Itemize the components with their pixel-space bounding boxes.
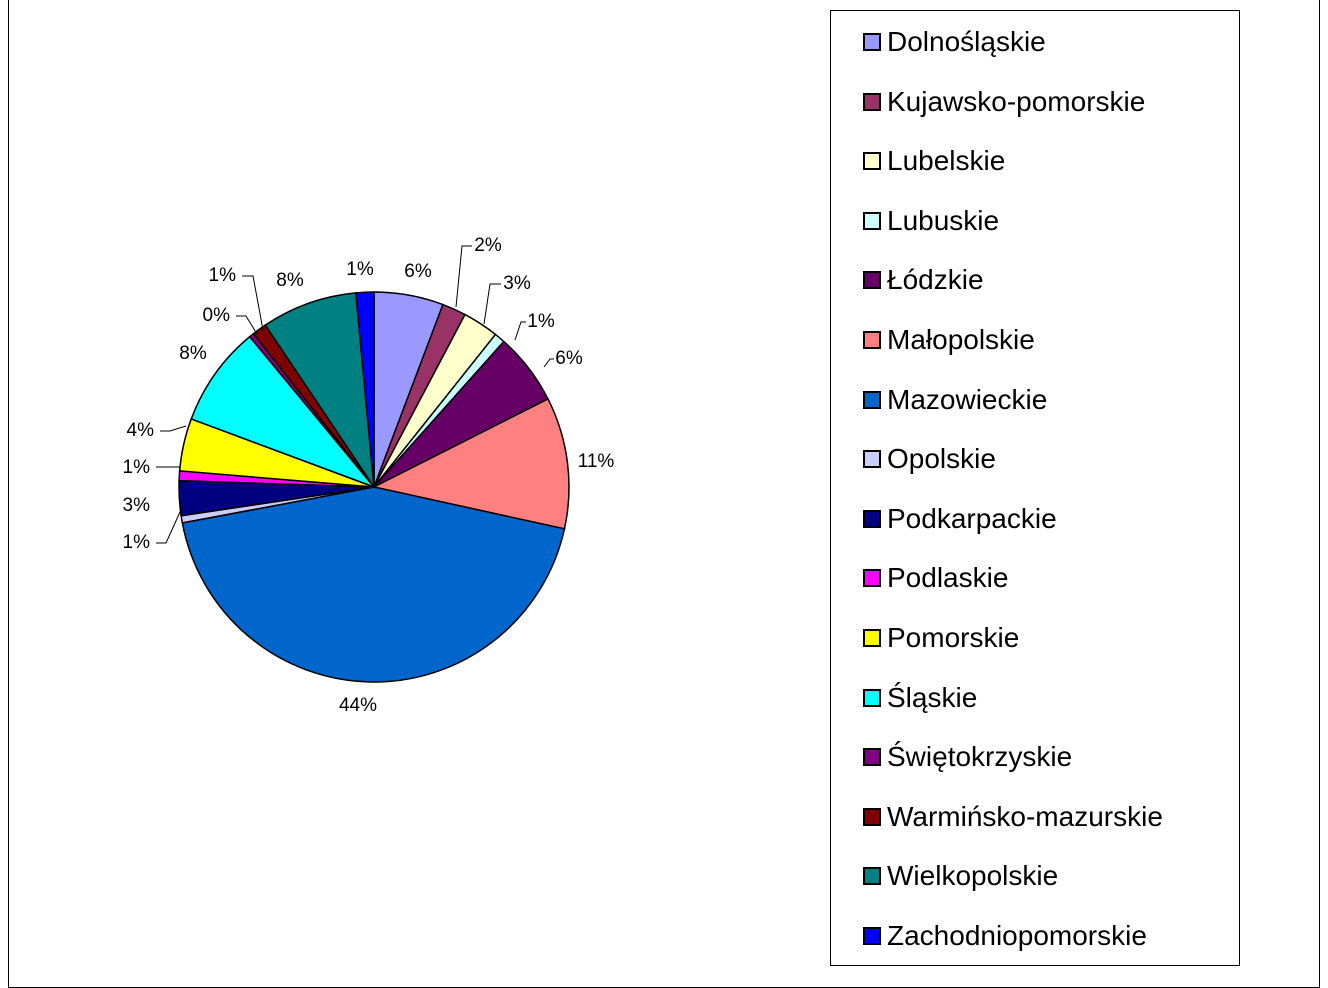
pie-slice-malopolskie xyxy=(371,397,570,530)
legend-item-lubelskie: Lubelskie xyxy=(863,146,1005,176)
percentage-labels: 6%2%3%1%6%11%44%1%3%1%4%8%0%1% 8%1% xyxy=(123,235,615,716)
leader-line-swietokrzyskie xyxy=(236,315,258,335)
leader-line-lubelskie xyxy=(483,283,501,325)
legend-item-malopolskie: Małopolskie xyxy=(863,325,1035,355)
legend-label: Zachodniopomorskie xyxy=(887,920,1147,951)
legend-swatch xyxy=(863,450,881,469)
legend-swatch xyxy=(863,867,881,886)
leader-line-opolskie xyxy=(156,511,181,544)
leader-line-warminsko-mazurskie xyxy=(242,275,264,331)
legend-label: Lubelskie xyxy=(887,145,1006,177)
data-label-malopolskie: 11% xyxy=(578,451,615,472)
leader-line-pomorskie xyxy=(160,425,187,432)
leader-line-lodzkie xyxy=(543,358,554,368)
legend-item-zachodniopomorskie: Zachodniopomorskie xyxy=(863,921,1147,951)
legend-item-podkarpackie: Podkarpackie xyxy=(863,502,1057,534)
legend-label: Podkarpackie xyxy=(887,502,1057,534)
data-label-swietokrzyskie: 0% xyxy=(203,305,231,326)
legend-item-lodzkie: Łódzkie xyxy=(863,265,984,295)
legend-swatch xyxy=(863,569,881,588)
legend-swatch xyxy=(863,807,881,826)
legend-label: Śląskie xyxy=(887,681,978,713)
legend-swatch xyxy=(863,33,881,51)
legend: Dolnośląskie Kujawsko-pomorskie Lubelskie L… xyxy=(830,10,1240,966)
legend-item-opolskie: Opolskie xyxy=(863,444,996,474)
legend-swatch xyxy=(863,331,881,349)
legend-item-lubuskie: Lubuskie xyxy=(863,204,1000,236)
data-label-kujawsko-pomorskie: 2% xyxy=(474,235,502,256)
legend-label: Podlaskie xyxy=(887,562,1009,594)
leader-lines xyxy=(156,245,554,544)
legend-label: Wielkopolskie xyxy=(887,860,1059,892)
legend-item-kujawsko-pomorskie: Kujawsko-pomorskie xyxy=(863,85,1146,117)
legend-label: Świętokrzyskie xyxy=(887,741,1073,773)
data-label-lubelskie: 3% xyxy=(503,273,531,294)
data-label-zachodniopomorskie: 1% xyxy=(346,259,374,280)
data-label-mazowieckie: 44% xyxy=(339,695,377,716)
data-label-warminsko-mazurskie: 1% xyxy=(209,265,237,286)
legend-swatch xyxy=(863,748,881,767)
legend-item-slaskie: Śląskie xyxy=(863,681,978,713)
legend-item-swietokrzyskie: Świętokrzyskie xyxy=(863,742,1072,772)
legend-label: Mazowieckie xyxy=(887,383,1048,415)
legend-item-warminsko-mazurskie: Warmińsko-mazurskie xyxy=(863,800,1163,832)
legend-label: Opolskie xyxy=(887,443,996,475)
legend-swatch xyxy=(863,390,881,409)
legend-label: Pomorskie xyxy=(887,622,1020,653)
legend-swatch xyxy=(863,211,881,230)
legend-label: Dolnośląskie xyxy=(887,26,1046,57)
legend-swatch xyxy=(863,629,881,647)
data-label-lubuskie: 1% xyxy=(527,311,555,332)
legend-swatch xyxy=(863,509,881,528)
data-label-opolskie: 1% xyxy=(123,532,151,553)
legend-item-pomorskie: Pomorskie xyxy=(863,623,1019,653)
data-label-pomorskie: 4% xyxy=(127,420,155,441)
leader-line-kujawsko-pomorskie xyxy=(455,245,472,308)
legend-label: Małopolskie xyxy=(887,324,1035,355)
legend-swatch xyxy=(863,271,881,290)
legend-label: Kujawsko-pomorskie xyxy=(887,85,1146,117)
leader-line-lubuskie xyxy=(514,321,526,341)
data-label-slaskie: 8% xyxy=(179,343,207,364)
legend-swatch xyxy=(863,152,881,171)
pie-slices xyxy=(178,291,570,683)
pie-slice-zachodniopomorskie xyxy=(354,291,375,488)
pie-slice-slaskie xyxy=(190,335,377,489)
data-label-wielkopolskie: 8% xyxy=(276,270,304,291)
legend-swatch xyxy=(863,688,881,707)
data-label-podkarpackie: 3% xyxy=(123,495,151,516)
data-label-podlaskie: 1% xyxy=(123,457,151,478)
legend-item-podlaskie: Podlaskie xyxy=(863,563,1008,593)
data-label-lodzkie: 6% xyxy=(555,348,583,369)
legend-swatch xyxy=(863,92,881,111)
data-label-dolnoslaskie: 6% xyxy=(404,261,432,282)
legend-label: Warmińsko-mazurskie xyxy=(887,800,1163,832)
pie-slice-wielkopolskie xyxy=(264,292,375,488)
legend-label: Łódzkie xyxy=(887,264,984,296)
legend-item-dolnoslaskie: Dolnośląskie xyxy=(863,27,1046,57)
legend-item-mazowieckie: Mazowieckie xyxy=(863,383,1048,415)
legend-swatch xyxy=(863,927,881,945)
pie-slice-mazowieckie xyxy=(181,486,566,683)
legend-label: Lubuskie xyxy=(887,204,1000,236)
legend-item-wielkopolskie: Wielkopolskie xyxy=(863,861,1058,891)
